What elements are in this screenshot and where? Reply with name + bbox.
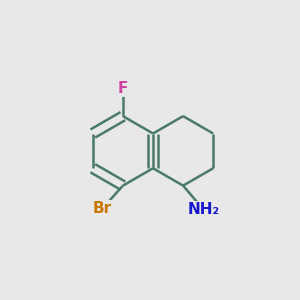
- Text: NH₂: NH₂: [188, 202, 220, 217]
- Text: Br: Br: [93, 201, 112, 216]
- Text: F: F: [118, 81, 128, 96]
